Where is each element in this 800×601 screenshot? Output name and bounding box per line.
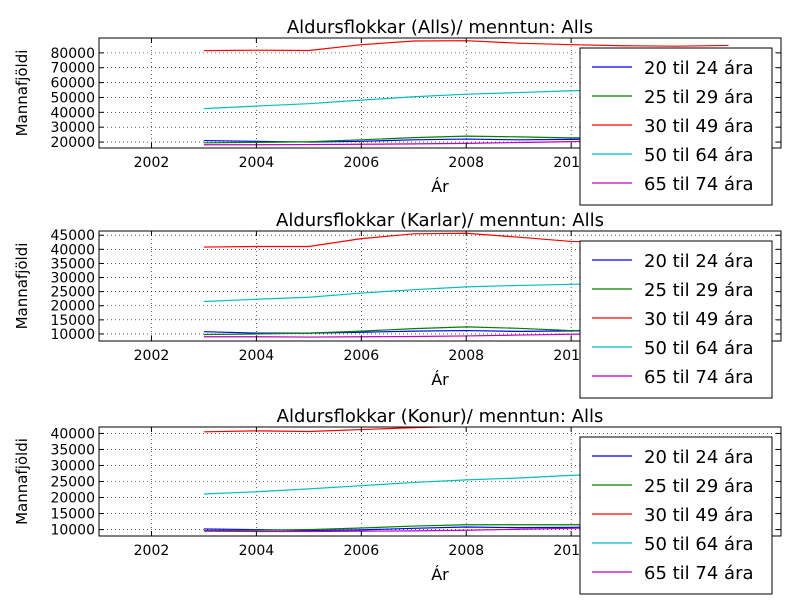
y-tick-label: 25000 (50, 285, 95, 301)
chart-title: Aldursflokkar (Karlar)/ menntun: Alls (276, 210, 604, 231)
y-tick-label: 45000 (50, 228, 95, 244)
y-tick-label: 40000 (50, 242, 95, 258)
y-tick-label: 10000 (50, 327, 95, 343)
x-tick-label: 2002 (134, 348, 170, 364)
legend-box (579, 47, 773, 206)
y-tick-label: 30000 (50, 120, 95, 136)
x-tick-label: 2006 (343, 155, 379, 171)
y-tick-label: 30000 (50, 458, 95, 474)
legend-label: 25 til 29 ára (644, 280, 754, 301)
y-tick-label: 50000 (50, 90, 95, 106)
chart-title: Aldursflokkar (Konur)/ menntun: Alls (277, 406, 604, 427)
legend: 20 til 24 ára 25 til 29 ára 30 til 49 ára 5… (579, 47, 773, 206)
x-tick-label: 2008 (448, 155, 484, 171)
legend-label: 30 til 49 ára (644, 309, 754, 330)
x-axis-label: Ár (431, 177, 449, 196)
legend-box (579, 240, 773, 399)
chart-panel-2: 2002 2004 2006 2008 201010000150002000025000… (13, 210, 782, 399)
x-tick-label: 2002 (134, 543, 170, 559)
legend-label: 20 til 24 ára (644, 447, 754, 468)
legend-label: 25 til 29 ára (644, 87, 754, 108)
y-tick-label: 60000 (50, 76, 95, 92)
legend-label: 20 til 24 ára (644, 251, 754, 272)
series-line-3 (203, 427, 465, 433)
y-tick-label: 15000 (50, 313, 95, 329)
x-tick-label: 2002 (134, 155, 170, 171)
legend-label: 50 til 64 ára (644, 534, 754, 555)
legend-label: 50 til 64 ára (644, 145, 754, 166)
x-tick-label: 2006 (343, 543, 379, 559)
legend-label: 65 til 74 ára (644, 367, 754, 388)
chart-title: Aldursflokkar (Alls)/ menntun: Alls (287, 17, 593, 38)
y-axis-label: Mannafjöldi (13, 50, 31, 137)
legend-label: 30 til 49 ára (644, 505, 754, 526)
legend-label: 65 til 74 ára (644, 174, 754, 195)
chart-panel-1: 2002 2004 2006 2008 201020000300004000050000… (13, 17, 782, 206)
x-tick-label: 2004 (239, 543, 275, 559)
legend-label: 30 til 49 ára (644, 116, 754, 137)
axes-frame (98, 230, 782, 342)
y-tick-label: 80000 (50, 46, 95, 62)
y-tick-label: 20000 (50, 299, 95, 315)
x-tick-label: 2008 (448, 348, 484, 364)
y-tick-label: 15000 (50, 507, 95, 523)
x-tick-label: 2004 (239, 155, 275, 171)
legend: 20 til 24 ára 25 til 29 ára 30 til 49 ára 5… (579, 436, 773, 595)
legend: 20 til 24 ára 25 til 29 ára 30 til 49 ára 5… (579, 240, 773, 399)
y-tick-label: 25000 (50, 475, 95, 491)
x-axis-label: Ár (431, 370, 449, 389)
legend-label: 25 til 29 ára (644, 476, 754, 497)
x-tick-label: 2006 (343, 348, 379, 364)
x-tick-label: 2008 (448, 543, 484, 559)
x-axis-label: Ár (431, 565, 449, 584)
y-tick-label: 40000 (50, 105, 95, 121)
x-tick-label: 2004 (239, 348, 275, 364)
y-tick-label: 35000 (50, 442, 95, 458)
axes-frame (98, 37, 782, 149)
y-axis-label: Mannafjöldi (13, 243, 31, 330)
y-tick-label: 40000 (50, 426, 95, 442)
y-axis-label: Mannafjöldi (13, 438, 31, 525)
y-tick-label: 10000 (50, 523, 95, 539)
y-tick-label: 20000 (50, 135, 95, 151)
chart-panel-3: 2002 2004 2006 2008 201010000150002000025000… (13, 406, 782, 595)
legend-label: 50 til 64 ára (644, 338, 754, 359)
legend-label: 20 til 24 ára (644, 58, 754, 79)
y-tick-label: 70000 (50, 61, 95, 77)
y-tick-label: 20000 (50, 491, 95, 507)
legend-box (579, 436, 773, 595)
legend-label: 65 til 74 ára (644, 563, 754, 584)
y-tick-label: 30000 (50, 271, 95, 287)
y-tick-label: 35000 (50, 256, 95, 272)
